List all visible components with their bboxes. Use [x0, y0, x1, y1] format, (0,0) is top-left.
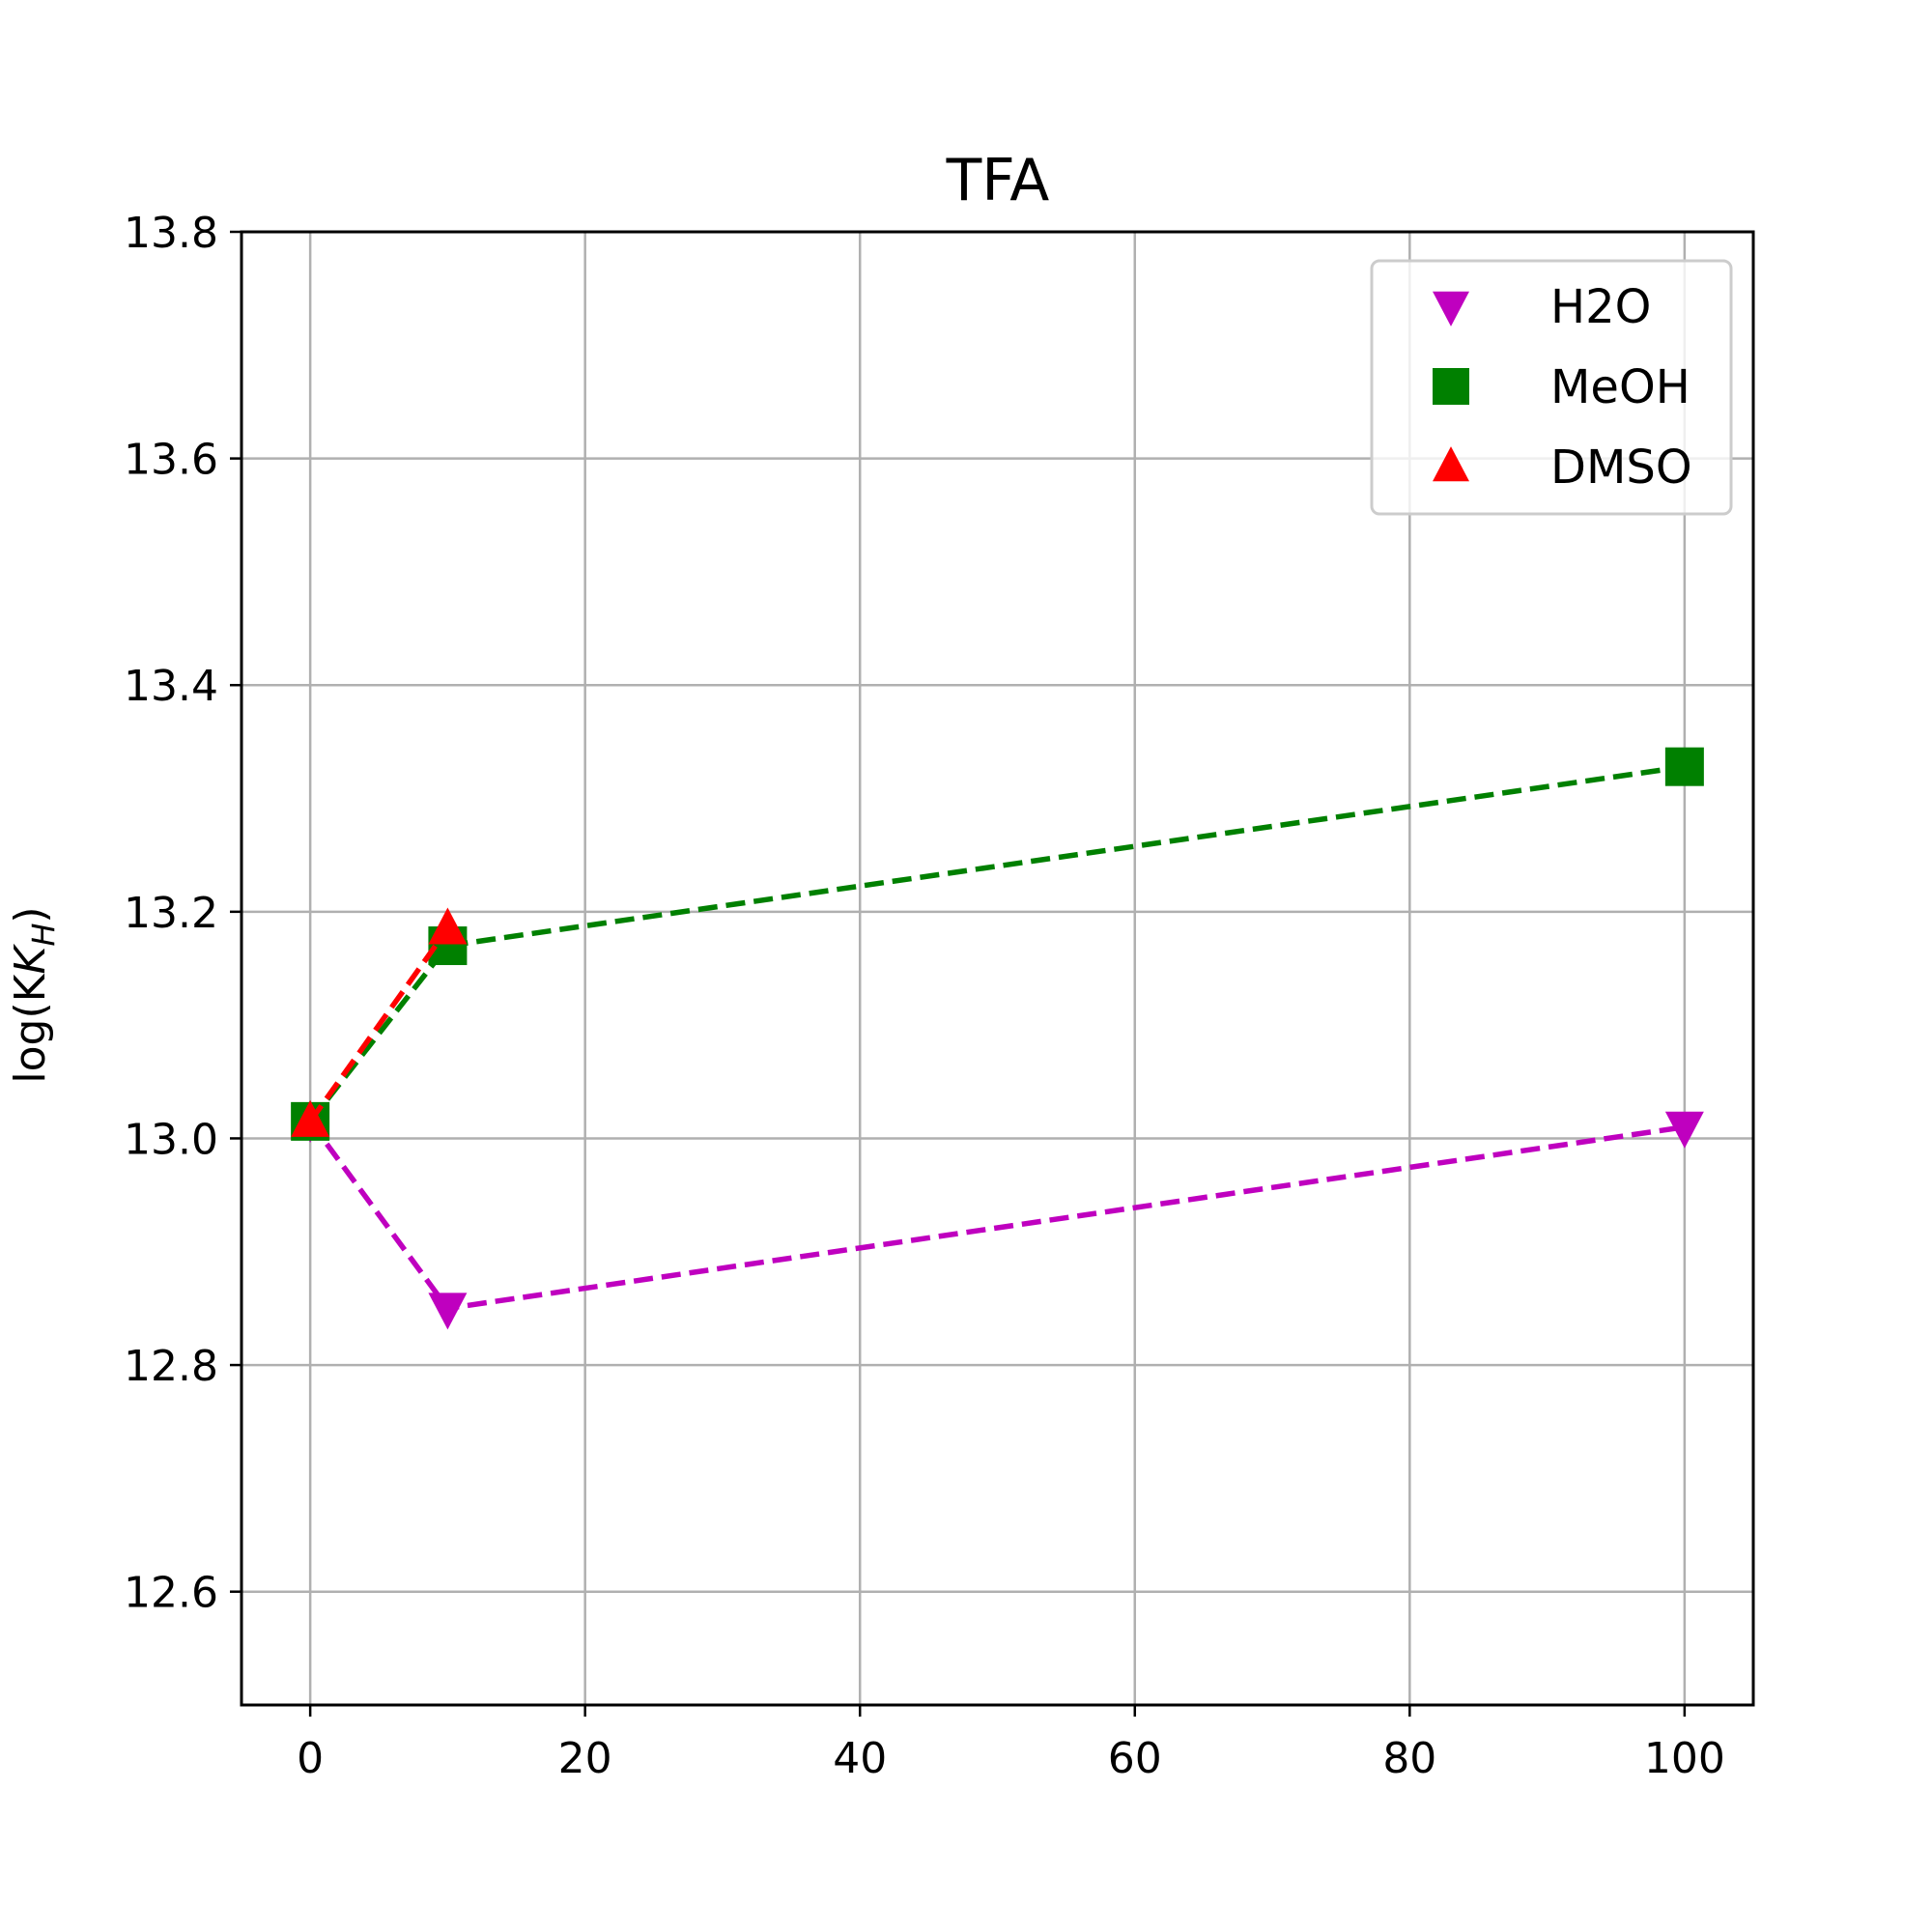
- y-axis-label-main: log(K: [6, 973, 55, 1083]
- data-point-h2o: [428, 1293, 468, 1330]
- y-tick-label: 13.6: [124, 436, 218, 485]
- legend-box: [1370, 259, 1733, 516]
- data-point-h2o: [1664, 1111, 1704, 1149]
- x-tick-label: 40: [833, 1734, 887, 1783]
- y-axis: 12.6 12.8 13.0 13.2 13.4 13.6 13.8: [124, 209, 242, 1618]
- data-point-meoh: [1664, 747, 1704, 786]
- axes-frame: [240, 230, 1755, 1707]
- y-tick-label: 13.8: [124, 209, 218, 258]
- y-tick-label: 13.0: [124, 1115, 218, 1164]
- series-line-meoh: [307, 763, 1686, 1123]
- series-dmso: [291, 907, 468, 1137]
- legend-marker-h2o: [1433, 291, 1469, 327]
- x-axis: 0 20 40 60 80 100: [297, 1705, 1725, 1783]
- x-tick-label: 80: [1382, 1734, 1436, 1783]
- y-tick-label: 12.8: [124, 1342, 218, 1391]
- x-tick-label: 60: [1108, 1734, 1162, 1783]
- grid: [242, 230, 1753, 1705]
- legend-marker-meoh: [1433, 368, 1469, 405]
- y-tick-label: 13.4: [124, 662, 218, 711]
- x-tick-label: 100: [1644, 1734, 1725, 1783]
- y-tick-label: 13.2: [124, 889, 218, 938]
- y-tick-label: 12.6: [124, 1569, 218, 1618]
- y-axis-label: log(KKH): [6, 906, 62, 1083]
- data-point-dmso: [291, 1099, 330, 1137]
- y-axis-label-k: K: [6, 944, 55, 975]
- y-axis-label-subscript: H: [25, 923, 62, 947]
- x-tick-label: 20: [558, 1734, 612, 1783]
- legend-label-dmso: DMSO: [1550, 440, 1692, 495]
- chart-title: TFA: [946, 147, 1050, 214]
- y-axis-label-close: ): [6, 906, 55, 923]
- series-line-dmso: [307, 926, 450, 1123]
- data-point-dmso: [428, 907, 468, 945]
- legend: H2O MeOH DMSO: [1370, 259, 1733, 516]
- series-layer: [291, 747, 1704, 1330]
- legend-label-h2o: H2O: [1550, 280, 1651, 334]
- x-tick-label: 0: [297, 1734, 324, 1783]
- legend-marker-dmso: [1433, 446, 1469, 482]
- legend-label-meoh: MeOH: [1550, 360, 1690, 414]
